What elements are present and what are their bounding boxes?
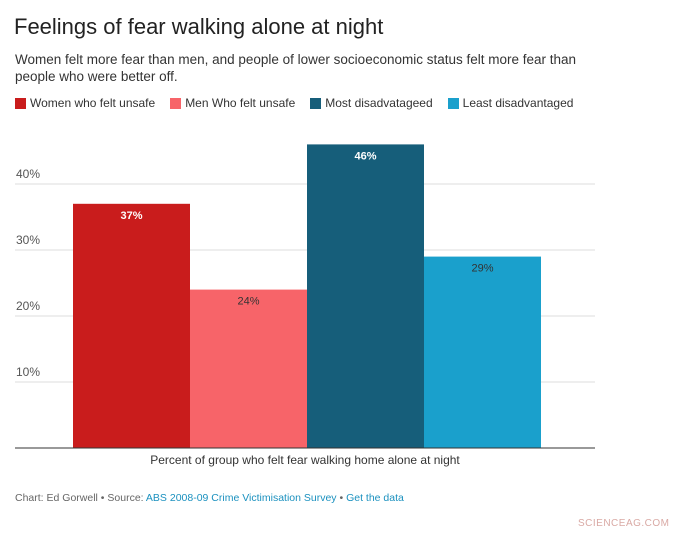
chart-subtitle: Women felt more fear than men, and peopl… <box>15 52 577 84</box>
y-tick-label: 20% <box>16 299 40 313</box>
source-link[interactable]: ABS 2008-09 Crime Victimisation Survey <box>145 492 337 504</box>
legend-swatch <box>447 97 459 109</box>
legend-item-2: Men Who felt unsafe <box>170 96 295 110</box>
legend-swatch <box>310 97 322 109</box>
footer: Chart: Ed Gorwell • Source: ABS 2008-09 … <box>15 492 404 504</box>
legend-label: Women who felt unsafe <box>30 96 156 110</box>
bar-value-label: 29% <box>471 263 493 275</box>
get-the-data-link[interactable]: Get the data <box>346 492 404 504</box>
bar-4 <box>424 256 541 448</box>
legend-item-4: Least disadvantaged <box>447 96 574 110</box>
x-axis-label: Percent of group who felt fear walking h… <box>150 453 460 467</box>
legend-item-3: Most disadvatageed <box>310 96 433 110</box>
legend-swatch <box>170 97 182 109</box>
bar-1 <box>73 203 190 448</box>
bar-value-label: 37% <box>120 210 142 222</box>
y-tick-label: 30% <box>16 233 40 247</box>
bar-value-label: 46% <box>354 150 376 162</box>
legend-item-1: Women who felt unsafe <box>15 96 155 110</box>
legend-label: Most disadvatageed <box>325 96 433 110</box>
legend-label: Men Who felt unsafe <box>185 96 296 110</box>
legend-label: Least disadvantaged <box>462 96 574 110</box>
bar-3 <box>307 144 424 448</box>
source-label: Source: <box>107 492 146 504</box>
watermark: SCIENCEAG.COM <box>578 518 670 529</box>
legend: Women who felt unsafe Men Who felt unsafe… <box>15 96 588 110</box>
chart-credit: Chart: Ed Gorwell <box>15 492 98 504</box>
bar-value-label: 24% <box>237 296 259 308</box>
legend-swatch <box>15 97 26 109</box>
y-tick-label: 40% <box>16 167 40 181</box>
bar-2 <box>190 289 307 448</box>
y-tick-label: 10% <box>16 365 40 379</box>
footer-separator-2: • <box>336 492 347 504</box>
footer-separator: • <box>97 492 108 504</box>
chart-title: Feelings of fear walking alone at night <box>14 14 384 39</box>
